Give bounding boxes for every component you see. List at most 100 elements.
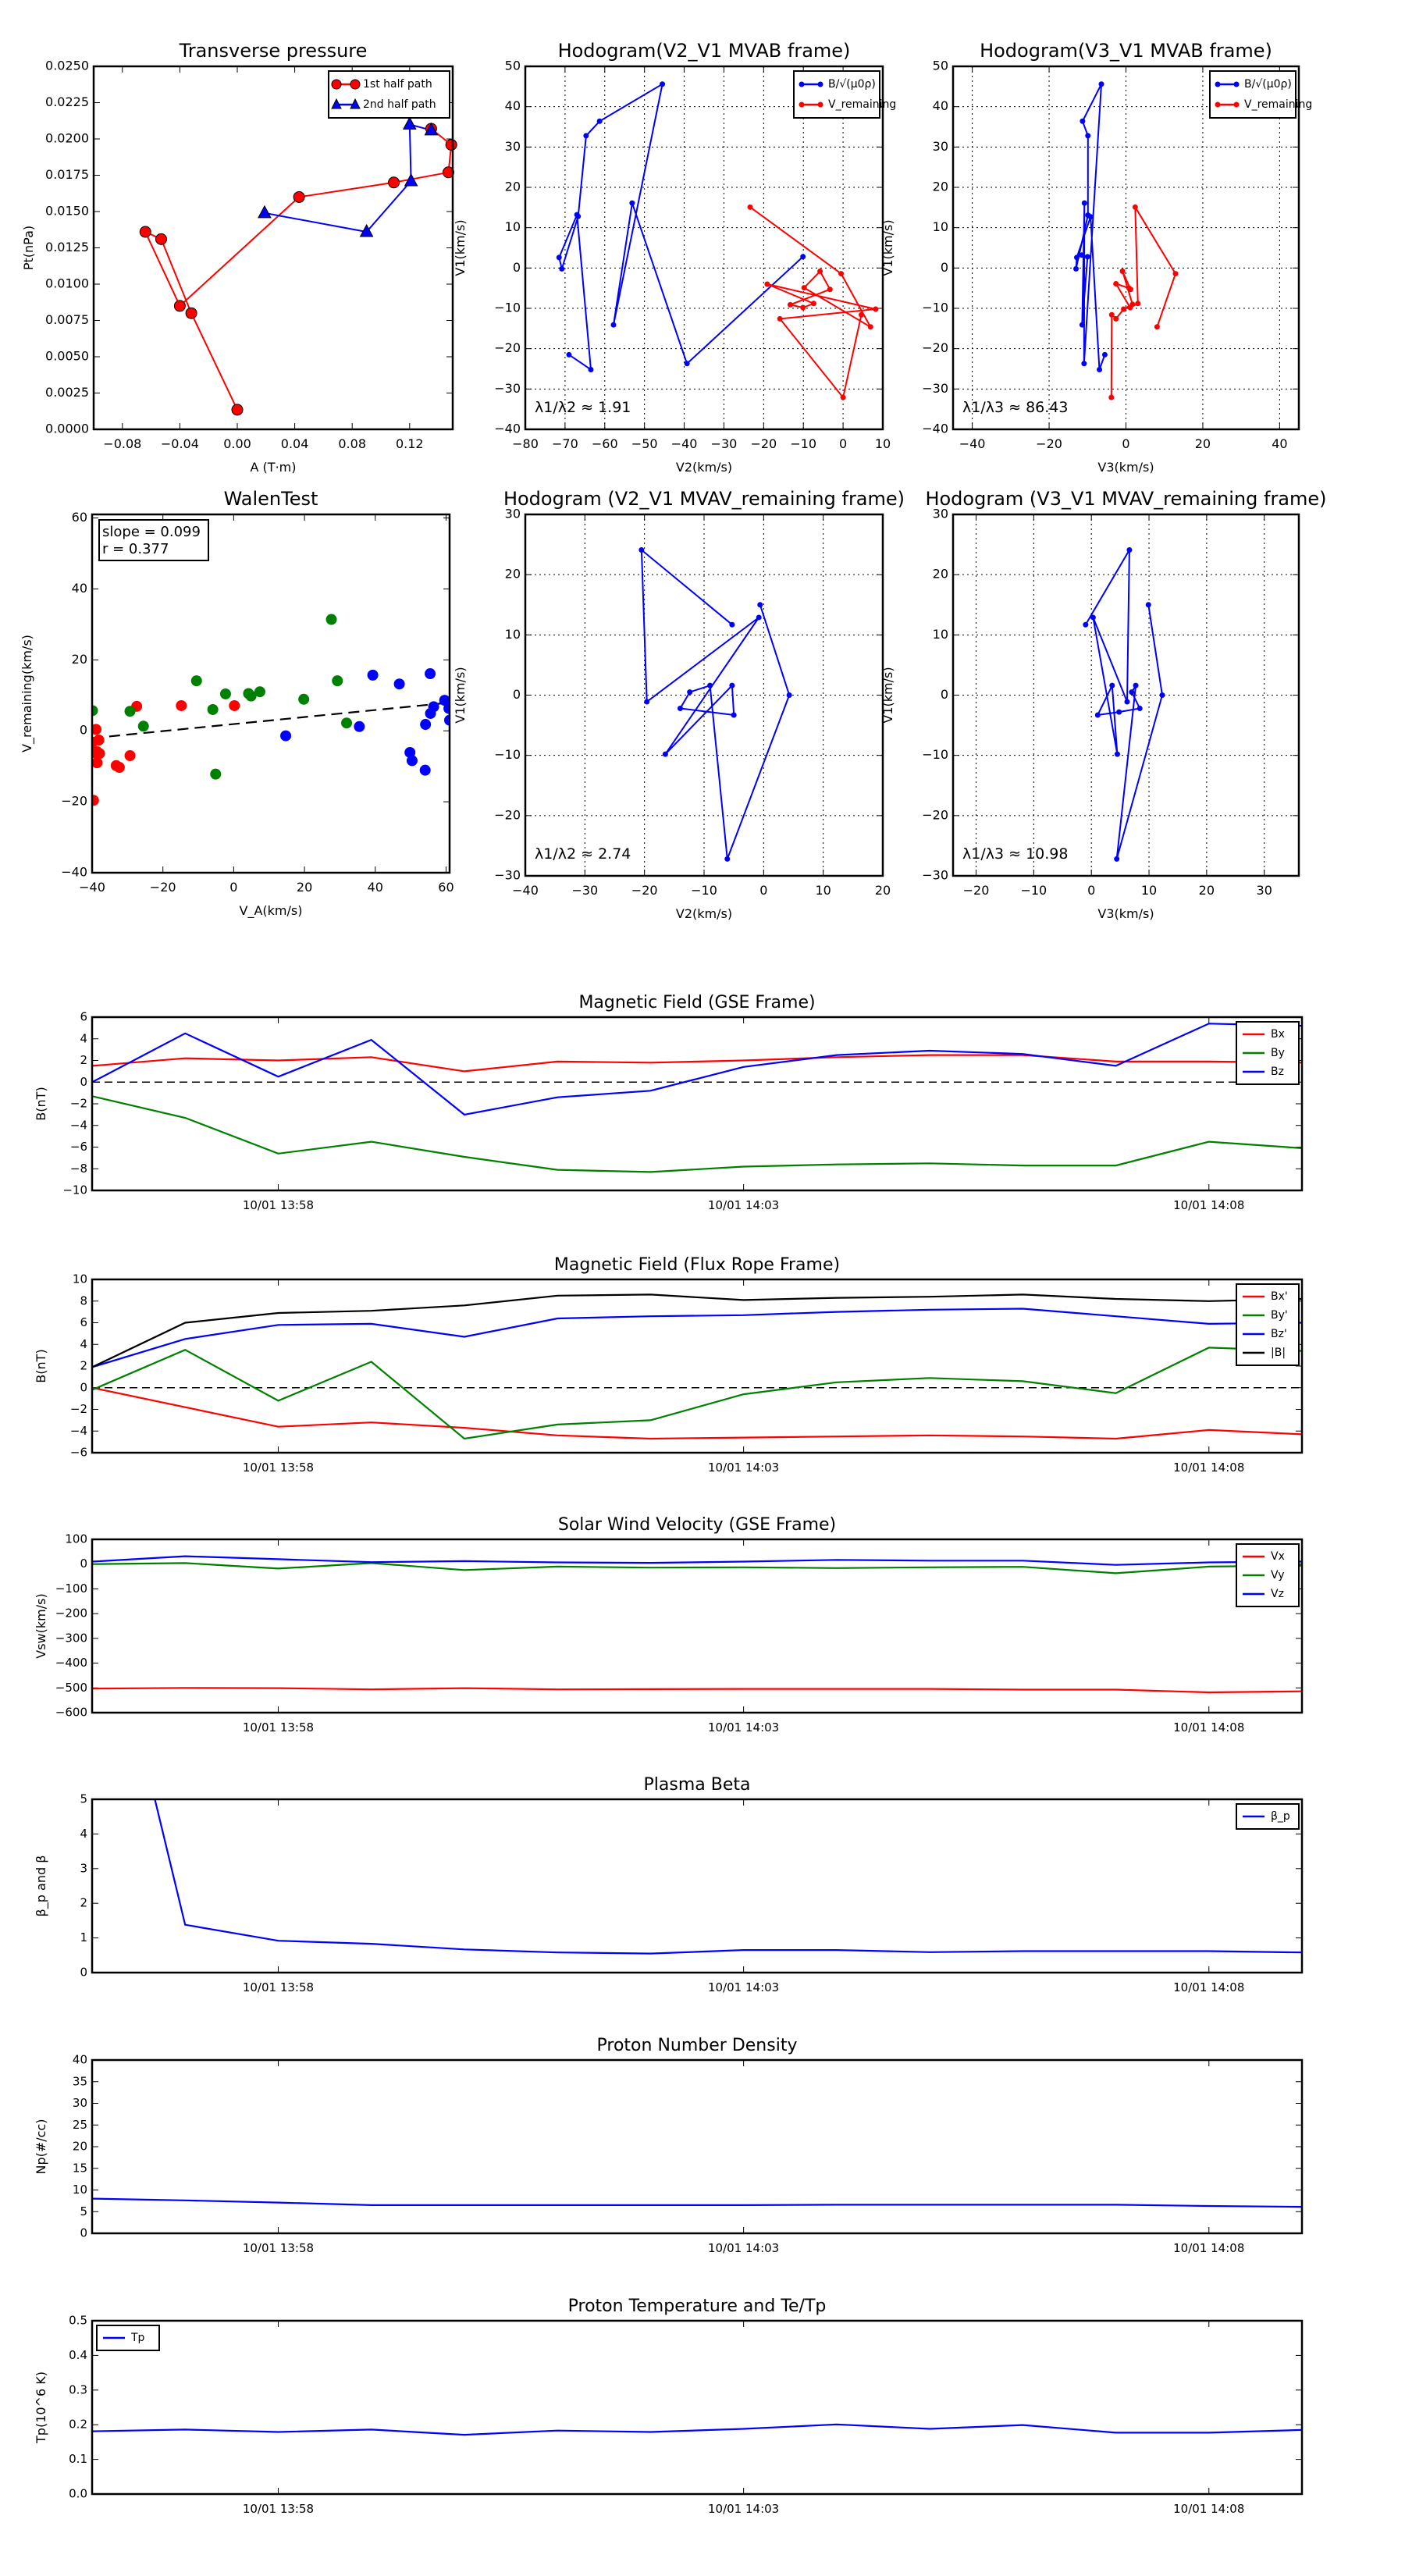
y-tick-label: −600 <box>55 1706 87 1720</box>
series-line-b-0- <box>1075 84 1106 370</box>
plot-frame <box>951 513 1300 877</box>
y-tick-label: 40 <box>933 98 948 113</box>
chart-title: Proton Number Density <box>597 2036 798 2055</box>
y-tick-label: 30 <box>505 507 521 521</box>
y-tick-label: 0 <box>513 260 521 275</box>
legend-label: Tp <box>130 2332 145 2344</box>
y-tick-label: 10 <box>73 2183 87 2197</box>
y-tick-label: 3 <box>80 1861 87 1875</box>
data-point <box>800 304 806 311</box>
data-point <box>124 706 136 717</box>
data-point <box>559 265 565 272</box>
x-tick-label: −40 <box>671 436 698 451</box>
data-point <box>1080 118 1086 124</box>
x-tick-label: 30 <box>1257 883 1272 898</box>
plot-area <box>1073 81 1179 400</box>
data-point <box>556 254 562 261</box>
y-tick-label: 10 <box>505 627 521 642</box>
x-tick-label: −40 <box>959 436 986 451</box>
chart-title: Hodogram (V2_V1 MVAV_remaining frame) <box>503 488 905 510</box>
data-point <box>1113 315 1119 322</box>
data-point <box>92 724 101 735</box>
legend-marker <box>331 98 342 109</box>
data-point <box>1084 254 1090 260</box>
x-tick-label: −50 <box>631 436 658 451</box>
data-point <box>1114 856 1120 862</box>
x-tick-label: 20 <box>1195 436 1211 451</box>
legend-label: Bz <box>1271 1066 1284 1078</box>
legend-box <box>328 70 450 119</box>
x-tick-label: 0.04 <box>281 436 309 451</box>
data-point <box>1121 306 1127 312</box>
data-point <box>298 693 310 705</box>
data-point <box>1159 692 1165 698</box>
series-line-by <box>92 1095 1302 1173</box>
data-point <box>93 735 105 746</box>
x-tick-label: −10 <box>691 883 717 898</box>
data-point <box>644 699 650 705</box>
y-tick-label: 0 <box>80 1557 87 1571</box>
x-tick-label: 10/01 13:58 <box>243 2502 314 2516</box>
chart-title: Hodogram(V3_V1 MVAB frame) <box>980 40 1272 62</box>
x-tick-label: 0 <box>759 883 767 898</box>
x-tick-label: 40 <box>368 880 383 895</box>
data-point <box>1109 682 1115 688</box>
data-point <box>1124 699 1130 705</box>
data-point <box>207 703 219 715</box>
legend: 1st half path 2nd half path <box>328 70 450 119</box>
y-tick-label: 10 <box>933 627 948 642</box>
y-tick-label: −20 <box>922 807 948 822</box>
data-point <box>629 200 635 206</box>
panel-hodogram-v3-v1-mvab: Hodogram(V3_V1 MVAB frame) −40 −20 0 20 40 −40… <box>880 40 1312 475</box>
plot-area <box>92 1555 1302 1694</box>
y-tick-label: 20 <box>72 652 87 667</box>
y-tick-label: 40 <box>72 581 87 596</box>
data-point <box>254 686 265 698</box>
series-line-bz <box>92 1023 1302 1116</box>
data-point <box>757 602 763 608</box>
legend-marker <box>1215 81 1221 87</box>
y-tick-label: −20 <box>922 340 948 355</box>
x-tick-label: −80 <box>512 436 539 451</box>
series-line-vz <box>92 1555 1302 1566</box>
stats-box <box>98 519 209 561</box>
x-tick-label: 0 <box>229 880 237 895</box>
plot-frame <box>524 513 884 877</box>
x-tick-label: 10/01 13:58 <box>243 1198 314 1212</box>
legend-label: B/√(μ0ρ) <box>828 78 876 91</box>
chart-title: Magnetic Field (GSE Frame) <box>578 993 815 1012</box>
x-tick-label: −30 <box>711 436 738 451</box>
legend-marker <box>1215 101 1221 108</box>
series-line-tp <box>92 2423 1302 2436</box>
eigenvalue-ratio-annotation: λ1/λ3 ≈ 10.98 <box>962 845 1068 863</box>
data-point <box>583 133 589 139</box>
stats-text: slope = 0.099 <box>102 524 201 540</box>
data-point <box>1119 268 1126 274</box>
y-tick-label: −300 <box>55 1631 87 1645</box>
panel-magnetic-field-flux-rope: Magnetic Field (Flux Rope Frame) 10/01 13… <box>34 1255 1304 1475</box>
chart-title: Transverse pressure <box>179 40 368 62</box>
data-point-circle <box>173 300 186 312</box>
y-tick-label: 50 <box>505 59 521 73</box>
data-point <box>176 699 187 711</box>
x-tick-label: −20 <box>750 436 777 451</box>
eigenvalue-ratio-annotation: λ1/λ2 ≈ 2.74 <box>535 845 631 863</box>
data-point <box>817 268 823 274</box>
data-point <box>367 669 379 681</box>
y-tick-label: 40 <box>73 2053 87 2067</box>
y-tick-label: 0 <box>941 687 948 702</box>
data-point <box>1085 212 1091 219</box>
data-point <box>137 720 149 732</box>
data-point-triangle <box>424 122 439 136</box>
panel-solar-wind-velocity: Solar Wind Velocity (GSE Frame) 10/01 13:… <box>34 1515 1304 1735</box>
y-tick-label: 0.0150 <box>45 204 89 219</box>
y-tick-label: −400 <box>55 1656 87 1670</box>
data-point <box>210 768 222 780</box>
data-point <box>1079 322 1085 328</box>
y-tick-label: 0 <box>513 687 521 702</box>
y-tick-label: 0.0125 <box>45 240 89 254</box>
legend: β_p <box>1236 1803 1300 1830</box>
y-tick-label: −200 <box>55 1606 87 1621</box>
data-point <box>1113 280 1119 286</box>
y-tick-label: 0.0000 <box>45 422 89 436</box>
